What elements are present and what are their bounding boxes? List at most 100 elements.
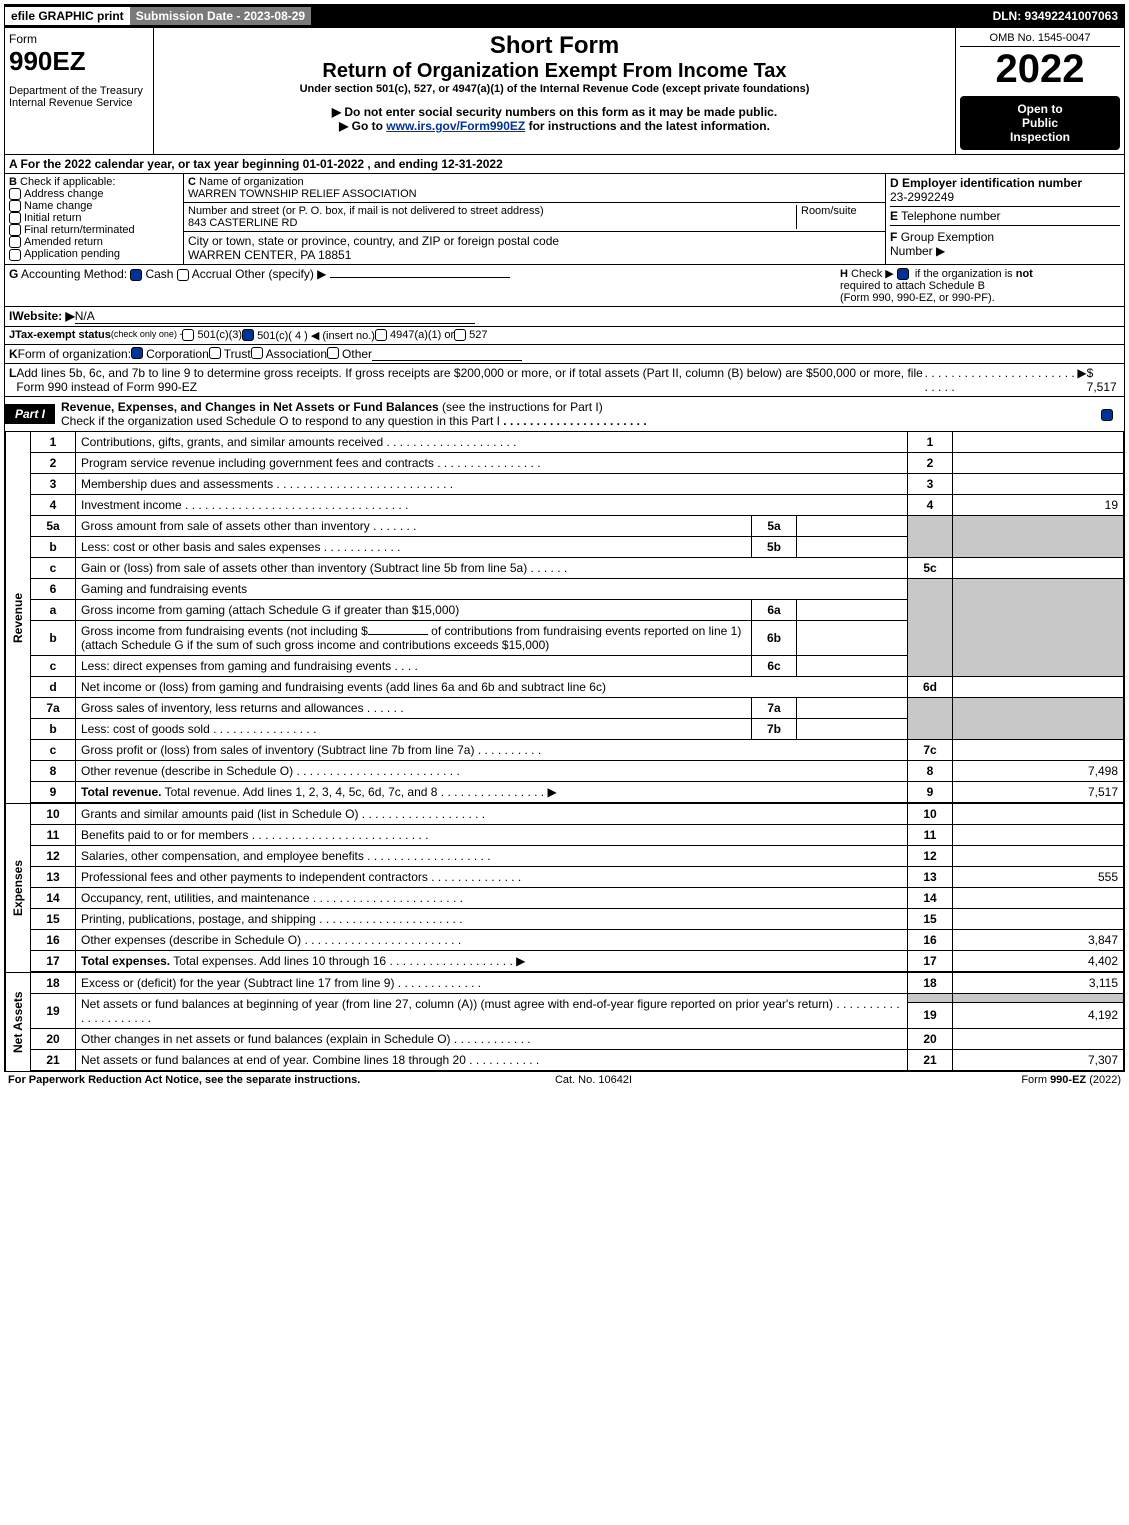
application-pending-label: Application pending <box>24 248 120 260</box>
line-7a-desc: Gross sales of inventory, less returns a… <box>76 698 752 719</box>
cash-label: Cash <box>145 267 173 281</box>
tax-year: 2022 <box>960 47 1120 92</box>
open-line3: Inspection <box>964 130 1116 144</box>
part-i-label: Part I <box>5 404 55 424</box>
section-l: L Add lines 5b, 6c, and 7b to line 9 to … <box>4 364 1125 397</box>
line-11-num: 11 <box>31 825 76 846</box>
line-21-desc: Net assets or fund balances at end of ye… <box>76 1050 908 1071</box>
line-12-val <box>953 846 1124 867</box>
section-d-block: D Employer identification number 23-2992… <box>885 174 1124 264</box>
header-center: Short Form Return of Organization Exempt… <box>154 28 955 154</box>
checkbox-4947[interactable] <box>375 329 387 341</box>
group-exemption-label: Group Exemption <box>901 230 994 244</box>
line-10-rnum: 10 <box>908 804 953 825</box>
line-14-rnum: 14 <box>908 888 953 909</box>
line-10-val <box>953 804 1124 825</box>
line-11-val <box>953 825 1124 846</box>
checkbox-schedule-b[interactable] <box>897 268 909 280</box>
telephone-label: Telephone number <box>901 209 1000 223</box>
line-2-num: 2 <box>31 453 76 474</box>
check-if-applicable: Check if applicable: <box>20 176 115 188</box>
address-label: Number and street (or P. O. box, if mail… <box>188 205 544 217</box>
line-17-val: 4,402 <box>953 951 1124 972</box>
line-5-shade <box>908 516 953 558</box>
checkbox-address-change[interactable] <box>9 188 21 200</box>
line-15-desc: Printing, publications, postage, and shi… <box>76 909 908 930</box>
checkbox-amended-return[interactable] <box>9 236 21 248</box>
other-org-label: Other <box>342 347 372 361</box>
part-i-title: Revenue, Expenses, and Changes in Net As… <box>55 397 1093 431</box>
room-suite-label: Room/suite <box>796 205 881 229</box>
line-7a-num: 7a <box>31 698 76 719</box>
line-9-rnum: 9 <box>908 782 953 803</box>
section-j: J Tax-exempt status (check only one) - 5… <box>4 327 1125 345</box>
goto-post: for instructions and the latest informat… <box>529 119 770 133</box>
checkbox-name-change[interactable] <box>9 200 21 212</box>
checkbox-application-pending[interactable] <box>9 249 21 261</box>
section-b-block: B Check if applicable: Address change Na… <box>4 174 1125 265</box>
checkbox-other-org[interactable] <box>327 347 339 359</box>
line-6c-sval <box>797 656 908 677</box>
line-19-desc: Net assets or fund balances at beginning… <box>76 994 908 1029</box>
checkbox-501c[interactable] <box>242 329 254 341</box>
b-letter: B <box>9 176 17 188</box>
checkbox-schedule-o[interactable] <box>1101 409 1113 421</box>
checkbox-initial-return[interactable] <box>9 212 21 224</box>
city-state-zip: WARREN CENTER, PA 18851 <box>188 248 351 262</box>
l-dots: . . . . . . . . . . . . . . . . . . . . … <box>925 366 1078 394</box>
line-7a-snum: 7a <box>752 698 797 719</box>
submission-date: Submission Date - 2023-08-29 <box>130 7 311 25</box>
corporation-label: Corporation <box>146 347 209 361</box>
line-6a-snum: 6a <box>752 600 797 621</box>
line-7c-num: c <box>31 740 76 761</box>
line-3-val <box>953 474 1124 495</box>
checkbox-527[interactable] <box>454 329 466 341</box>
line-6d-num: d <box>31 677 76 698</box>
top-bar: efile GRAPHIC print Submission Date - 20… <box>4 4 1125 28</box>
line-6-shade <box>908 579 953 677</box>
line-6c-snum: 6c <box>752 656 797 677</box>
tax-exempt-label: Tax-exempt status <box>15 329 111 342</box>
efile-print-label[interactable]: efile GRAPHIC print <box>5 7 130 25</box>
other-org-input[interactable] <box>372 347 522 361</box>
line-13-rnum: 13 <box>908 867 953 888</box>
checkbox-association[interactable] <box>251 347 263 359</box>
net-assets-section: Net Assets 18Excess or (deficit) for the… <box>4 973 1125 1072</box>
name-change-label: Name change <box>24 200 93 212</box>
line-6a-num: a <box>31 600 76 621</box>
trust-label: Trust <box>224 347 251 361</box>
line-3-num: 3 <box>31 474 76 495</box>
section-i: I Website: ▶ N/A <box>4 307 1125 327</box>
checkbox-trust[interactable] <box>209 347 221 359</box>
line-5a-sval <box>797 516 908 537</box>
footer-right: Form 990-EZ (2022) <box>1021 1074 1121 1086</box>
line-6a-sval <box>797 600 908 621</box>
irs-label: Internal Revenue Service <box>9 97 149 109</box>
checkbox-corporation[interactable] <box>131 347 143 359</box>
checkbox-cash[interactable] <box>130 269 142 281</box>
line-11-desc: Benefits paid to or for members . . . . … <box>76 825 908 846</box>
line-8-val: 7,498 <box>953 761 1124 782</box>
line-12-desc: Salaries, other compensation, and employ… <box>76 846 908 867</box>
line-21-num: 21 <box>31 1050 76 1071</box>
line-6b-snum: 6b <box>752 621 797 656</box>
open-inspection-box: Open to Public Inspection <box>960 96 1120 150</box>
checkbox-final-return[interactable] <box>9 224 21 236</box>
checkbox-accrual[interactable] <box>177 269 189 281</box>
part-i-dots: . . . . . . . . . . . . . . . . . . . . … <box>503 414 646 428</box>
line-18-num: 18 <box>31 973 76 994</box>
line-19-shade-val <box>953 994 1124 1003</box>
goto-line: ▶ Go to www.irs.gov/Form990EZ for instru… <box>158 119 951 133</box>
line-19-num: 19 <box>31 994 76 1029</box>
header-left: Form 990EZ Department of the Treasury In… <box>5 28 154 154</box>
line-5b-desc: Less: cost or other basis and sales expe… <box>76 537 752 558</box>
irs-link[interactable]: www.irs.gov/Form990EZ <box>386 119 525 133</box>
4947-label: 4947(a)(1) or <box>390 329 454 342</box>
section-a-period: A For the 2022 calendar year, or tax yea… <box>4 155 1125 174</box>
footer-right-pre: Form <box>1021 1074 1050 1086</box>
checkbox-501c3[interactable] <box>182 329 194 341</box>
line-3-desc: Membership dues and assessments . . . . … <box>76 474 908 495</box>
other-specify-input[interactable] <box>330 277 510 278</box>
line-15-val <box>953 909 1124 930</box>
expenses-table: 10Grants and similar amounts paid (list … <box>30 804 1124 972</box>
